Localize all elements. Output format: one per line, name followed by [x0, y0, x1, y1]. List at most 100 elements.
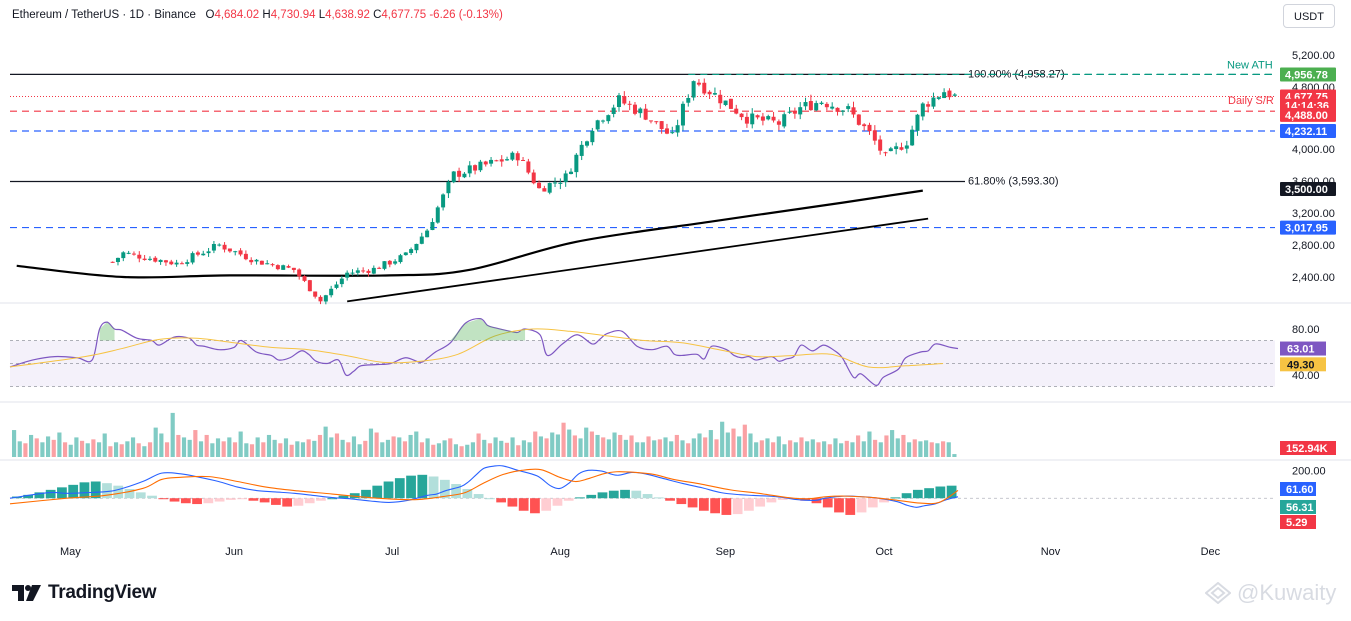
volume-bar [142, 446, 147, 457]
candle-body [867, 124, 872, 132]
candle-body [547, 183, 552, 193]
rsi-pane[interactable] [9, 317, 1275, 387]
price-tick-label: 2,400.00 [1292, 272, 1335, 284]
macd-histogram-bar [124, 489, 135, 499]
daily-sr-label: Daily S/R [1228, 95, 1274, 107]
volume-bar [357, 444, 362, 457]
time-axis[interactable]: May Jun Jul Aug Sep Oct Nov Dec [60, 546, 1221, 558]
price-tick-label: 2,800.00 [1292, 240, 1335, 252]
candle-body [275, 265, 280, 270]
candle-body [414, 243, 419, 251]
candle-body [222, 244, 227, 250]
candle-body [830, 106, 835, 109]
volume-bar [856, 435, 861, 457]
candle-body [451, 171, 456, 183]
candle-body [569, 171, 574, 175]
volume-bar [204, 434, 209, 457]
macd-pane[interactable] [9, 465, 1275, 515]
price-badge-text: 3,500.00 [1285, 184, 1328, 196]
currency-button[interactable]: USDT [1283, 4, 1335, 28]
new-ath-label: New ATH [1227, 59, 1273, 71]
volume-bar [833, 438, 838, 457]
volume-bar [312, 440, 317, 457]
volume-bar [125, 441, 130, 457]
candle-body [435, 207, 440, 223]
tradingview-logo[interactable]: TradingView [12, 582, 157, 604]
volume-bar [901, 434, 906, 457]
volume-bar [465, 444, 470, 457]
volume-bar [640, 442, 645, 457]
candle-body [771, 116, 776, 121]
volume-bar [714, 439, 719, 457]
ohlc-low-label: L [318, 9, 326, 21]
fib-618-label: 61.80% (3,593.30) [968, 176, 1059, 188]
volume-bar [952, 454, 957, 457]
volume-bar [130, 437, 136, 457]
volume-bar [748, 433, 753, 457]
volume-bar [822, 441, 827, 457]
candle-body [526, 161, 531, 173]
volume-bar [890, 430, 895, 457]
candle-body [350, 272, 355, 274]
volume-bar [272, 439, 277, 457]
macd-histogram-bar [766, 498, 777, 503]
macd-histogram-bar [180, 498, 191, 504]
macd-histogram-bar [214, 498, 225, 502]
symbol-header: Ethereum / TetherUS · 1D · Binance O4,68… [12, 9, 503, 21]
volume-bar [799, 437, 804, 457]
volume-bar [725, 432, 730, 457]
volume-bar [17, 441, 22, 457]
volume-bar [691, 438, 696, 457]
volume-bar [476, 433, 481, 457]
volume-bar [941, 441, 946, 457]
volume-bar [380, 442, 385, 457]
macd-histogram-bar [135, 492, 146, 499]
candle-body [686, 97, 691, 103]
macd-histogram-bar [248, 498, 259, 501]
volume-bar [924, 440, 929, 457]
volume-bar [170, 412, 175, 457]
macd-histogram-bar [822, 498, 833, 508]
price-tick-label: 5,200.00 [1292, 50, 1335, 62]
candle-body [281, 265, 286, 270]
volume-bar [431, 444, 436, 457]
volume-bar [419, 442, 425, 457]
volume-bar [646, 436, 651, 457]
volume-bar [221, 441, 226, 457]
volume-bar [793, 442, 798, 457]
price-axis[interactable]: 5,200.004,800.004,000.003,600.003,200.00… [1280, 50, 1336, 529]
symbol-title[interactable]: Ethereum / TetherUS · 1D · Binance [12, 9, 196, 21]
macd-histogram-bar [541, 498, 552, 511]
price-badge-text: 4,232.11 [1285, 126, 1327, 138]
volume-bar [561, 422, 566, 457]
volume-bar [533, 431, 538, 457]
time-tick-label: Aug [550, 546, 570, 558]
price-tick-label: 4,000.00 [1292, 144, 1335, 156]
ohlc-low: 4,638.92 [325, 9, 370, 21]
candle-body [798, 107, 803, 115]
candle-body [238, 250, 243, 255]
volume-badge [1280, 441, 1336, 455]
price-badge [1280, 182, 1336, 196]
volume-bar [731, 428, 736, 457]
macd-histogram-bar [304, 498, 315, 504]
volume-bar [351, 436, 357, 457]
macd-histogram-bar [293, 498, 304, 506]
ohlc-close-label: C [373, 9, 382, 21]
macd-histogram-bar [485, 498, 495, 500]
macd-histogram-bar [259, 498, 270, 503]
volume-bar [499, 440, 504, 457]
candle-body [409, 249, 414, 254]
macd-badge-text: 56.31 [1286, 502, 1314, 514]
macd-histogram-bar [575, 497, 585, 499]
macd-histogram-bar [225, 498, 236, 500]
price-pane[interactable]: 100.00% (4,958.27)61.80% (3,593.30)Daily… [10, 59, 1275, 305]
volume-pane[interactable] [12, 412, 957, 457]
candle-body [334, 284, 339, 288]
volume-bar [538, 436, 543, 457]
candle-body [654, 121, 659, 123]
volume-bar [45, 436, 51, 457]
candle-body [648, 120, 653, 122]
volume-bar [584, 427, 589, 457]
